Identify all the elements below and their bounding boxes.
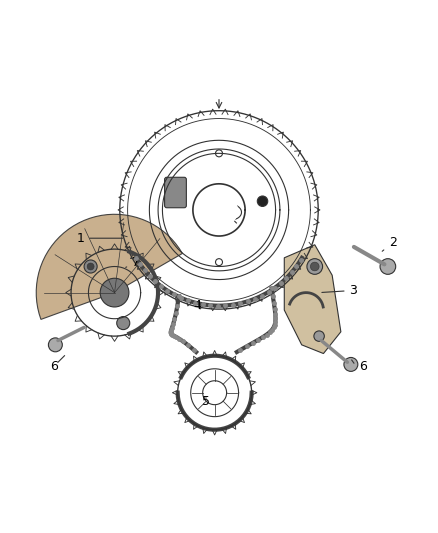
Circle shape	[307, 259, 322, 274]
Text: 6: 6	[359, 360, 367, 373]
Circle shape	[87, 263, 94, 270]
Text: 3: 3	[322, 284, 357, 297]
Polygon shape	[284, 245, 341, 353]
Circle shape	[380, 259, 396, 274]
Circle shape	[48, 338, 62, 352]
Text: 4: 4	[188, 299, 201, 312]
Circle shape	[257, 196, 268, 206]
Circle shape	[201, 192, 237, 228]
Circle shape	[84, 260, 97, 273]
Polygon shape	[36, 214, 182, 319]
Circle shape	[100, 278, 129, 307]
Circle shape	[117, 317, 130, 329]
Circle shape	[314, 331, 324, 341]
Text: 7: 7	[126, 256, 140, 269]
Circle shape	[344, 358, 358, 372]
Text: 6: 6	[49, 360, 57, 373]
Text: 5: 5	[202, 395, 210, 408]
Circle shape	[311, 262, 319, 271]
Text: 1: 1	[76, 232, 123, 245]
Text: 2: 2	[382, 236, 397, 251]
FancyBboxPatch shape	[165, 177, 186, 208]
Circle shape	[170, 196, 181, 206]
